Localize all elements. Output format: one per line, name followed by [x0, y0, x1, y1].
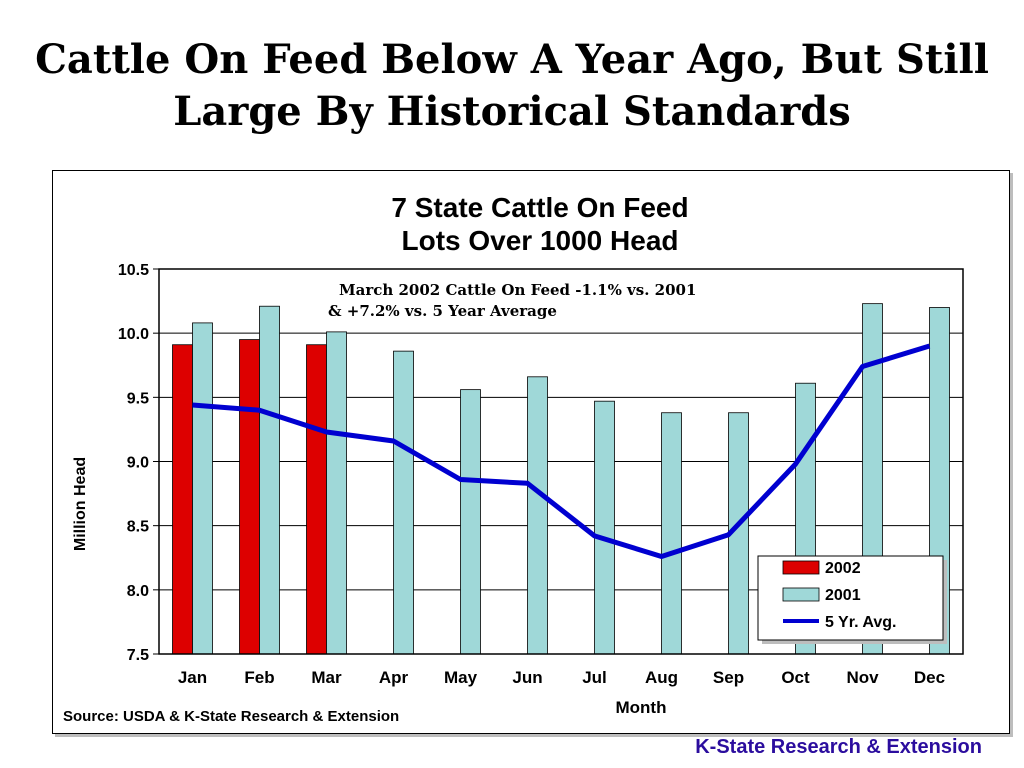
x-tick-label: Feb — [244, 668, 274, 687]
x-tick-label: Apr — [379, 668, 409, 687]
source-note: Source: USDA & K-State Research & Extens… — [63, 708, 399, 725]
annotation-line-1: March 2002 Cattle On Feed -1.1% vs. 2001 — [339, 281, 696, 299]
chart-frame: 7 State Cattle On Feed Lots Over 1000 He… — [52, 170, 1010, 734]
cattle-on-feed-chart: 7 State Cattle On Feed Lots Over 1000 He… — [63, 192, 964, 725]
chart-title: 7 State Cattle On Feed — [391, 192, 688, 223]
bar-2002-mar — [306, 344, 327, 655]
bar-2001-jul — [594, 400, 615, 655]
bar-2001-feb — [259, 305, 280, 655]
legend-label-5yr-avg: 5 Yr. Avg. — [825, 614, 896, 631]
x-tick-label: Aug — [645, 668, 678, 687]
slide-title: Cattle On Feed Below A Year Ago, But Sti… — [0, 34, 1024, 138]
legend-swatch-2001 — [782, 587, 820, 602]
x-tick-label: Dec — [914, 668, 945, 687]
bar-2002-jan — [172, 344, 193, 655]
legend: 2002 2001 5 Yr. Avg. — [757, 555, 947, 644]
footer-credit: K-State Research & Extension — [695, 736, 982, 758]
y-tick-label: 10.0 — [118, 326, 149, 343]
x-tick-label: Mar — [311, 668, 342, 687]
y-tick-label: 9.0 — [127, 455, 149, 472]
x-tick-label: Oct — [781, 668, 810, 687]
x-axis-label: Month — [616, 698, 667, 717]
line-5yr-avg — [192, 343, 931, 559]
bar-2002-feb — [239, 339, 260, 655]
five-year-average-line — [192, 343, 931, 559]
bar-2001-aug — [661, 412, 682, 655]
bar-2001-apr — [393, 350, 414, 655]
x-tick-label: May — [444, 668, 478, 687]
slide-title-line-2: Large By Historical Standards — [173, 88, 851, 135]
legend-label-2001: 2001 — [825, 587, 861, 604]
annotation-line-2: & +7.2% vs. 5 Year Average — [328, 302, 557, 320]
x-tick-label: Jan — [178, 668, 207, 687]
bar-2001-may — [460, 389, 481, 655]
legend-label-2002: 2002 — [825, 560, 861, 577]
bar-2001-jan — [192, 322, 213, 655]
y-axis-label: Million Head — [72, 457, 89, 551]
y-tick-label: 9.5 — [127, 390, 149, 407]
x-tick-label: Jul — [582, 668, 607, 687]
legend-swatch-2002 — [782, 560, 820, 575]
bar-2001-jun — [527, 376, 548, 655]
plot-area — [158, 268, 964, 655]
x-tick-label: Nov — [846, 668, 879, 687]
y-tick-label: 10.5 — [118, 262, 149, 279]
y-tick-label: 8.5 — [127, 519, 149, 536]
x-axis-ticks: Jan Feb Mar Apr May Jun Jul Aug Sep Oct Nov Dec — [178, 668, 945, 687]
chart-subtitle: Lots Over 1000 Head — [401, 225, 678, 256]
y-axis-ticks: 10.5 10.0 9.5 9.0 8.5 8.0 7.5 — [118, 262, 159, 664]
x-tick-label: Sep — [713, 668, 744, 687]
x-tick-label: Jun — [512, 668, 542, 687]
y-tick-label: 7.5 — [127, 647, 149, 664]
bar-2001-mar — [326, 331, 347, 655]
y-tick-label: 8.0 — [127, 583, 149, 600]
slide-title-line-1: Cattle On Feed Below A Year Ago, But Sti… — [35, 36, 989, 83]
